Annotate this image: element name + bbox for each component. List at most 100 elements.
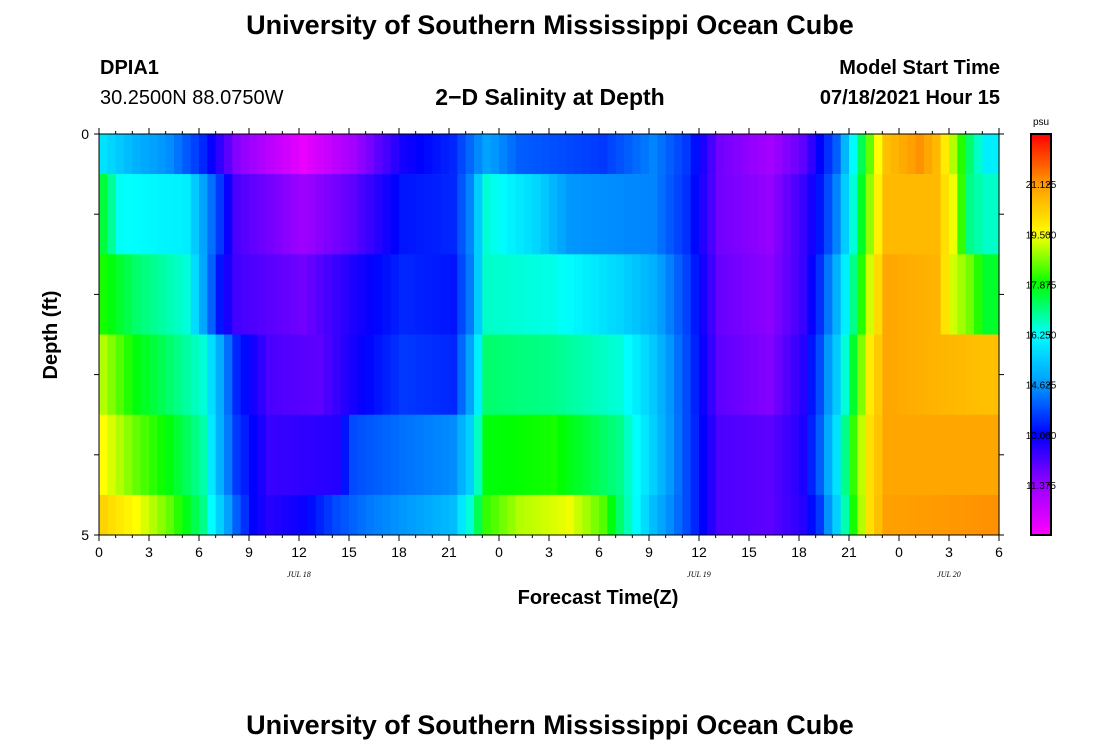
colorbar-segment [1031, 418, 1051, 422]
heatmap-cell [740, 494, 750, 536]
colorbar-segment [1031, 366, 1051, 370]
colorbar-segment [1031, 200, 1051, 203]
heatmap-cell [240, 334, 250, 415]
colorbar-segment [1031, 144, 1051, 147]
heatmap-cell [215, 494, 225, 536]
heatmap-cell [924, 414, 933, 496]
heatmap-cell [449, 334, 458, 415]
heatmap-cell [632, 254, 642, 335]
colorbar-segment [1031, 272, 1051, 275]
colorbar-segment [1031, 316, 1051, 320]
heatmap-cell [282, 414, 292, 496]
heatmap-cell [990, 134, 1000, 175]
colorbar-segment [1031, 428, 1051, 432]
heatmap-cell [924, 334, 933, 415]
heatmap-cell [640, 414, 650, 496]
heatmap-cell [757, 414, 767, 496]
heatmap-cell [415, 494, 425, 536]
heatmap-cell [132, 494, 142, 536]
heatmap-cell [699, 414, 708, 496]
heatmap-cell [882, 254, 892, 335]
heatmap-cell [299, 334, 308, 415]
heatmap-cell [807, 334, 817, 415]
colorbar-segment [1031, 182, 1051, 185]
heatmap-cell [274, 494, 283, 536]
heatmap-cell [99, 414, 108, 496]
heatmap-cell [140, 414, 150, 496]
heatmap-cell [465, 254, 475, 335]
heatmap-cell [424, 254, 433, 335]
heatmap-cell [715, 414, 725, 496]
colorbar-segment [1031, 478, 1051, 482]
heatmap-cell [824, 494, 833, 536]
heatmap-cell [390, 254, 400, 335]
heatmap-cell [299, 254, 308, 335]
heatmap-cell [857, 254, 867, 335]
heatmap-cell [924, 254, 933, 335]
heatmap-cell [640, 494, 650, 536]
heatmap-cell [249, 134, 258, 175]
heatmap-cell [699, 134, 708, 175]
heatmap-cell [665, 494, 675, 536]
colorbar-segment [1031, 196, 1051, 199]
heatmap-cell [615, 174, 625, 255]
colorbar-segment [1031, 430, 1051, 434]
heatmap-cell [657, 414, 667, 496]
heatmap-cell [565, 174, 575, 255]
colorbar: 21.125 19.500 17.875 16.250 14.625 13.000 11.3… [1026, 133, 1057, 536]
heatmap-cell [357, 414, 367, 496]
colorbar-segment [1031, 138, 1051, 141]
heatmap-cell [574, 494, 583, 536]
heatmap-cell [774, 174, 783, 255]
heatmap-cell [157, 494, 167, 536]
heatmap-cell [449, 254, 458, 335]
heatmap-cell [599, 494, 608, 536]
colorbar-segment [1031, 472, 1051, 476]
heatmap-cell [499, 494, 508, 536]
colorbar-tick-label: 13.000 [1026, 431, 1057, 442]
heatmap-cell [590, 174, 600, 255]
heatmap-cell [707, 174, 717, 255]
heatmap-cell [774, 334, 783, 415]
heatmap-cell [490, 134, 500, 175]
heatmap-cell [724, 174, 733, 255]
heatmap-cell [940, 414, 950, 496]
heatmap-cell [907, 334, 917, 415]
heatmap-cell [682, 254, 692, 335]
colorbar-segment [1031, 176, 1051, 179]
colorbar-segment [1031, 510, 1051, 514]
heatmap-cell [182, 254, 192, 335]
heatmap-cell [899, 414, 908, 496]
heatmap-cell [149, 174, 158, 255]
heatmap-cell [590, 134, 600, 175]
heatmap-cell [632, 134, 642, 175]
heatmap-cell [865, 174, 875, 255]
heatmap-cell [557, 494, 567, 536]
heatmap-cell [340, 254, 350, 335]
colorbar-segment [1031, 294, 1051, 297]
colorbar-segment [1031, 212, 1051, 215]
colorbar-segment [1031, 332, 1051, 336]
heatmap-cell [115, 414, 125, 496]
colorbar-segment [1031, 380, 1051, 384]
colorbar-segment [1031, 354, 1051, 358]
heatmap-cell [790, 334, 800, 415]
colorbar-segment [1031, 188, 1051, 191]
heatmap-cell [474, 414, 483, 496]
heatmap-cell [590, 254, 600, 335]
heatmap-cell [615, 254, 625, 335]
colorbar-segment [1031, 158, 1051, 161]
heatmap-cell [740, 414, 750, 496]
heatmap-cell [957, 494, 967, 536]
heatmap-cell [549, 174, 558, 255]
heatmap-cell [515, 414, 525, 496]
heatmap-cell [307, 494, 317, 536]
heatmap-cell [257, 174, 267, 255]
heatmap-cell [790, 254, 800, 335]
heatmap-cell [299, 414, 308, 496]
colorbar-segment [1031, 514, 1051, 518]
heatmap-cell [607, 254, 617, 335]
heatmap-cell [749, 254, 758, 335]
heatmap-cell [374, 494, 383, 536]
heatmap-cell [707, 134, 717, 175]
